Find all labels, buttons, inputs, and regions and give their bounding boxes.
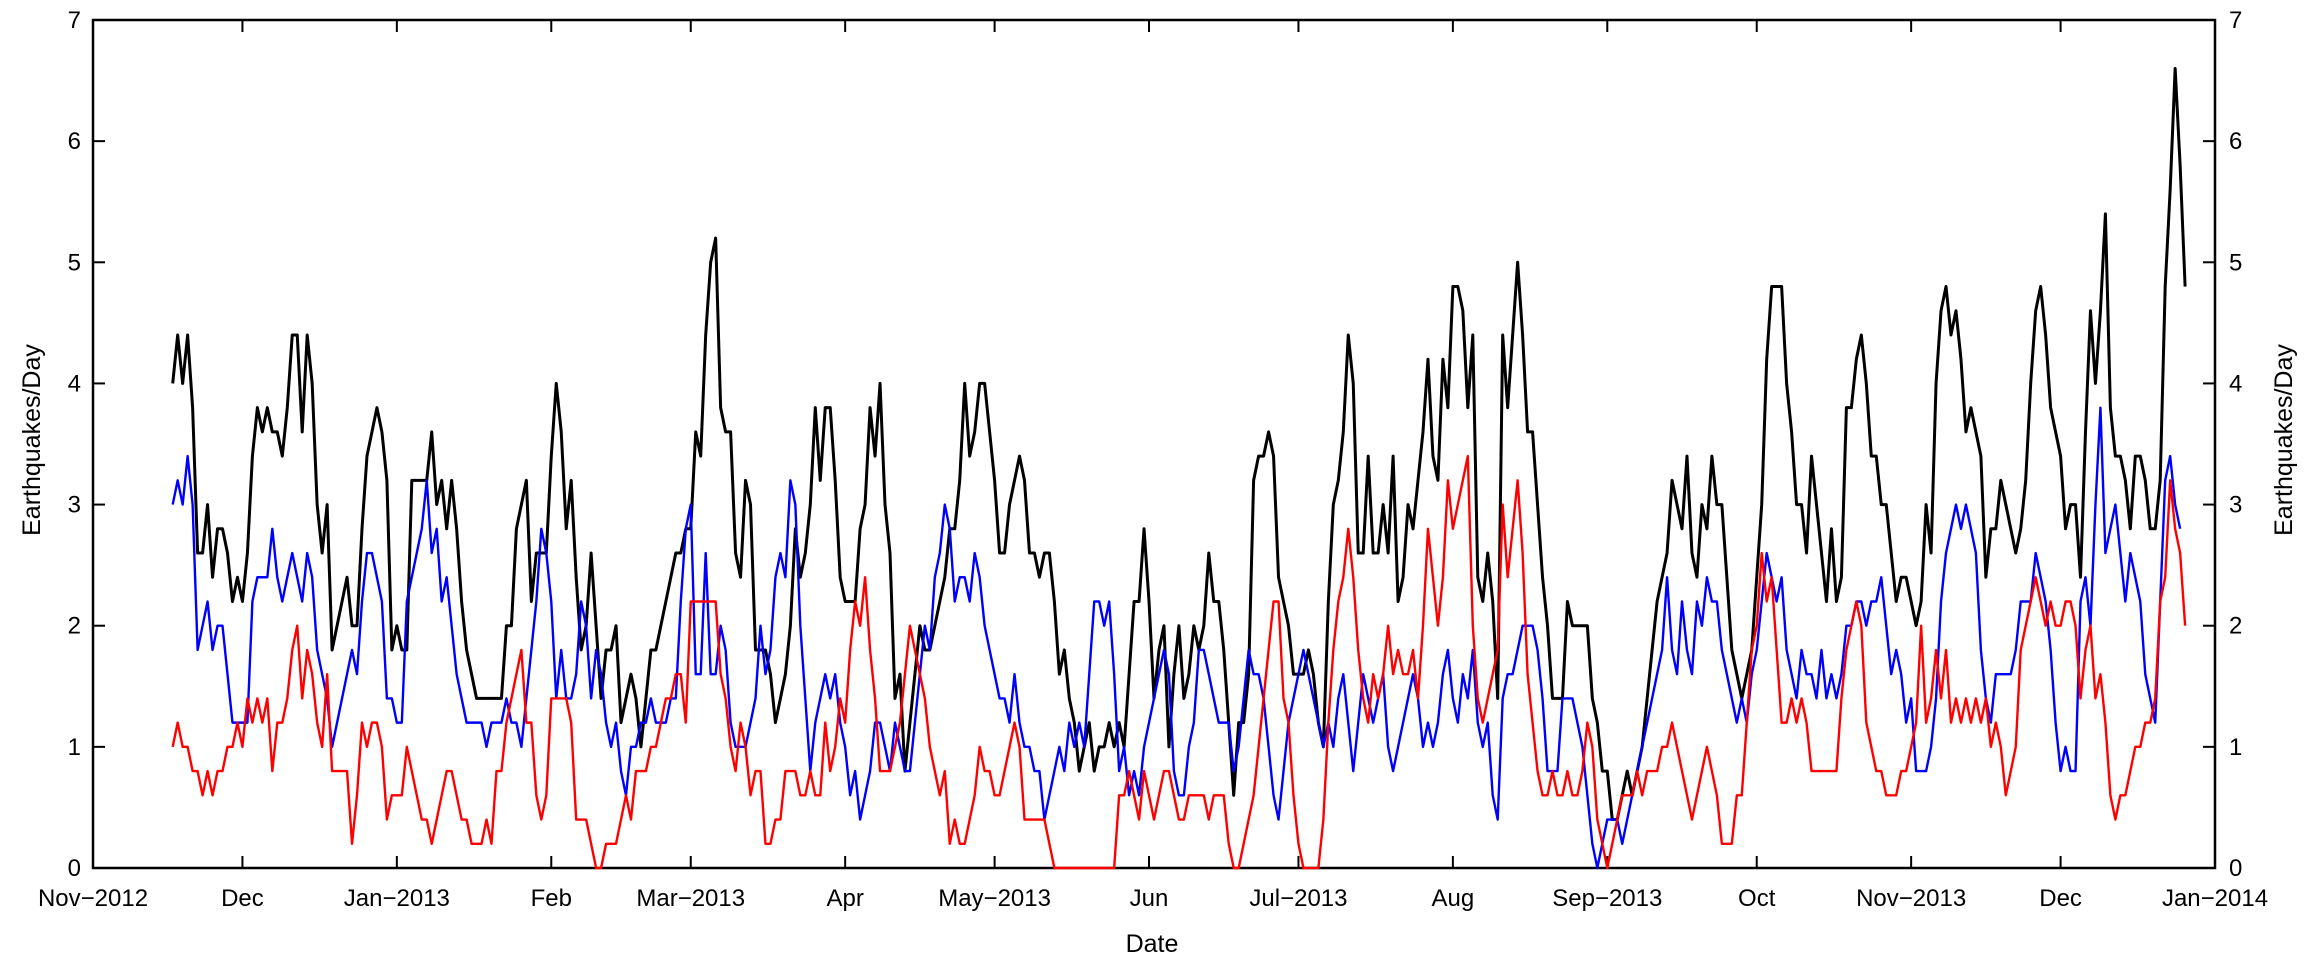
plot-frame [91, 18, 2217, 870]
y-tick-label-right: 6 [2229, 128, 2242, 155]
series-line-black [171, 66, 2187, 822]
x-tick-label: May−2013 [938, 885, 1051, 912]
series-line-blue [171, 406, 2182, 870]
series-line-red [171, 454, 2187, 870]
x-tick-label: Jul−2013 [1249, 885, 1347, 912]
y-tick-label-right: 2 [2229, 613, 2242, 640]
y-tick-label-right: 1 [2229, 734, 2242, 761]
y-axis-label-left: Earthquakes/Day [18, 344, 46, 536]
x-tick-label: Nov−2012 [38, 885, 148, 912]
x-tick-label: Oct [1738, 885, 1776, 912]
axis-ticks: 0 0 1 1 2 2 3 3 4 4 5 5 6 6 7 7 Nov−2012 Dec Jan−2013 Feb Ma… [38, 7, 2268, 912]
y-tick-label-left: 2 [68, 613, 81, 640]
x-tick-label: Sep−2013 [1552, 885, 1662, 912]
y-tick-label-left: 1 [68, 734, 81, 761]
y-tick-label-right: 4 [2229, 370, 2242, 397]
y-tick-label-right: 0 [2229, 855, 2242, 882]
y-tick-label-left: 7 [68, 7, 81, 34]
y-tick-label-right: 3 [2229, 492, 2242, 519]
series-layer [171, 66, 2187, 870]
x-tick-label: Mar−2013 [636, 885, 745, 912]
x-tick-label: Feb [531, 885, 572, 912]
y-tick-label-right: 5 [2229, 249, 2242, 276]
x-tick-label: Jun [1130, 885, 1169, 912]
y-tick-label-left: 3 [68, 492, 81, 519]
y-axis-label-right: Earthquakes/Day [2270, 344, 2298, 536]
y-tick-label-left: 6 [68, 128, 81, 155]
x-tick-label: Dec [2039, 885, 2082, 912]
y-tick-label-left: 4 [68, 370, 81, 397]
x-tick-label: Nov−2013 [1856, 885, 1966, 912]
x-tick-label: Apr [826, 885, 863, 912]
x-tick-label: Dec [221, 885, 264, 912]
y-tick-label-left: 5 [68, 249, 81, 276]
x-tick-label: Jan−2013 [344, 885, 450, 912]
x-tick-label: Aug [1432, 885, 1475, 912]
x-tick-label: Jan−2014 [2162, 885, 2268, 912]
y-tick-label-right: 7 [2229, 7, 2242, 34]
y-tick-label-left: 0 [68, 855, 81, 882]
x-axis-label: Date [1126, 930, 1179, 958]
